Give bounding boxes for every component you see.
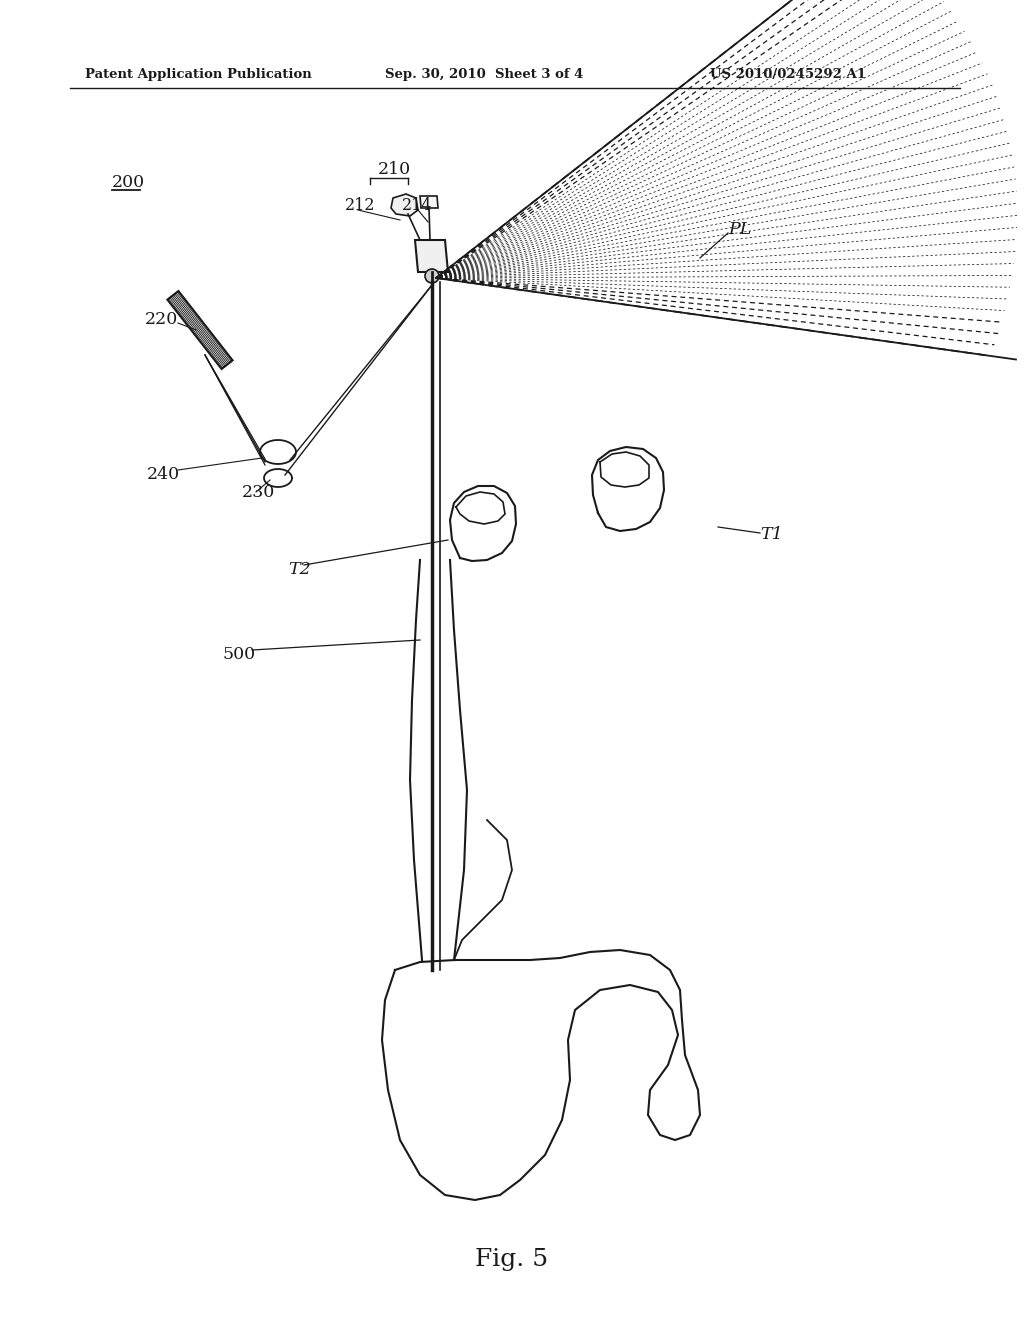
Text: 212: 212 <box>345 197 376 214</box>
Text: 200: 200 <box>112 174 145 191</box>
Text: T1: T1 <box>760 525 782 543</box>
Text: US 2010/0245292 A1: US 2010/0245292 A1 <box>710 69 866 81</box>
Polygon shape <box>415 240 449 272</box>
Circle shape <box>425 269 439 282</box>
Polygon shape <box>167 290 232 370</box>
Text: 214: 214 <box>402 197 432 214</box>
Text: PL: PL <box>728 220 752 238</box>
Text: 220: 220 <box>145 312 178 327</box>
Text: Sep. 30, 2010  Sheet 3 of 4: Sep. 30, 2010 Sheet 3 of 4 <box>385 69 584 81</box>
Text: 230: 230 <box>242 484 275 502</box>
Text: 240: 240 <box>147 466 180 483</box>
Polygon shape <box>420 195 438 209</box>
Text: 210: 210 <box>378 161 411 178</box>
Polygon shape <box>391 194 418 216</box>
Text: Patent Application Publication: Patent Application Publication <box>85 69 311 81</box>
Text: 500: 500 <box>222 645 255 663</box>
Text: Fig. 5: Fig. 5 <box>475 1247 549 1271</box>
Text: T2: T2 <box>288 561 310 578</box>
